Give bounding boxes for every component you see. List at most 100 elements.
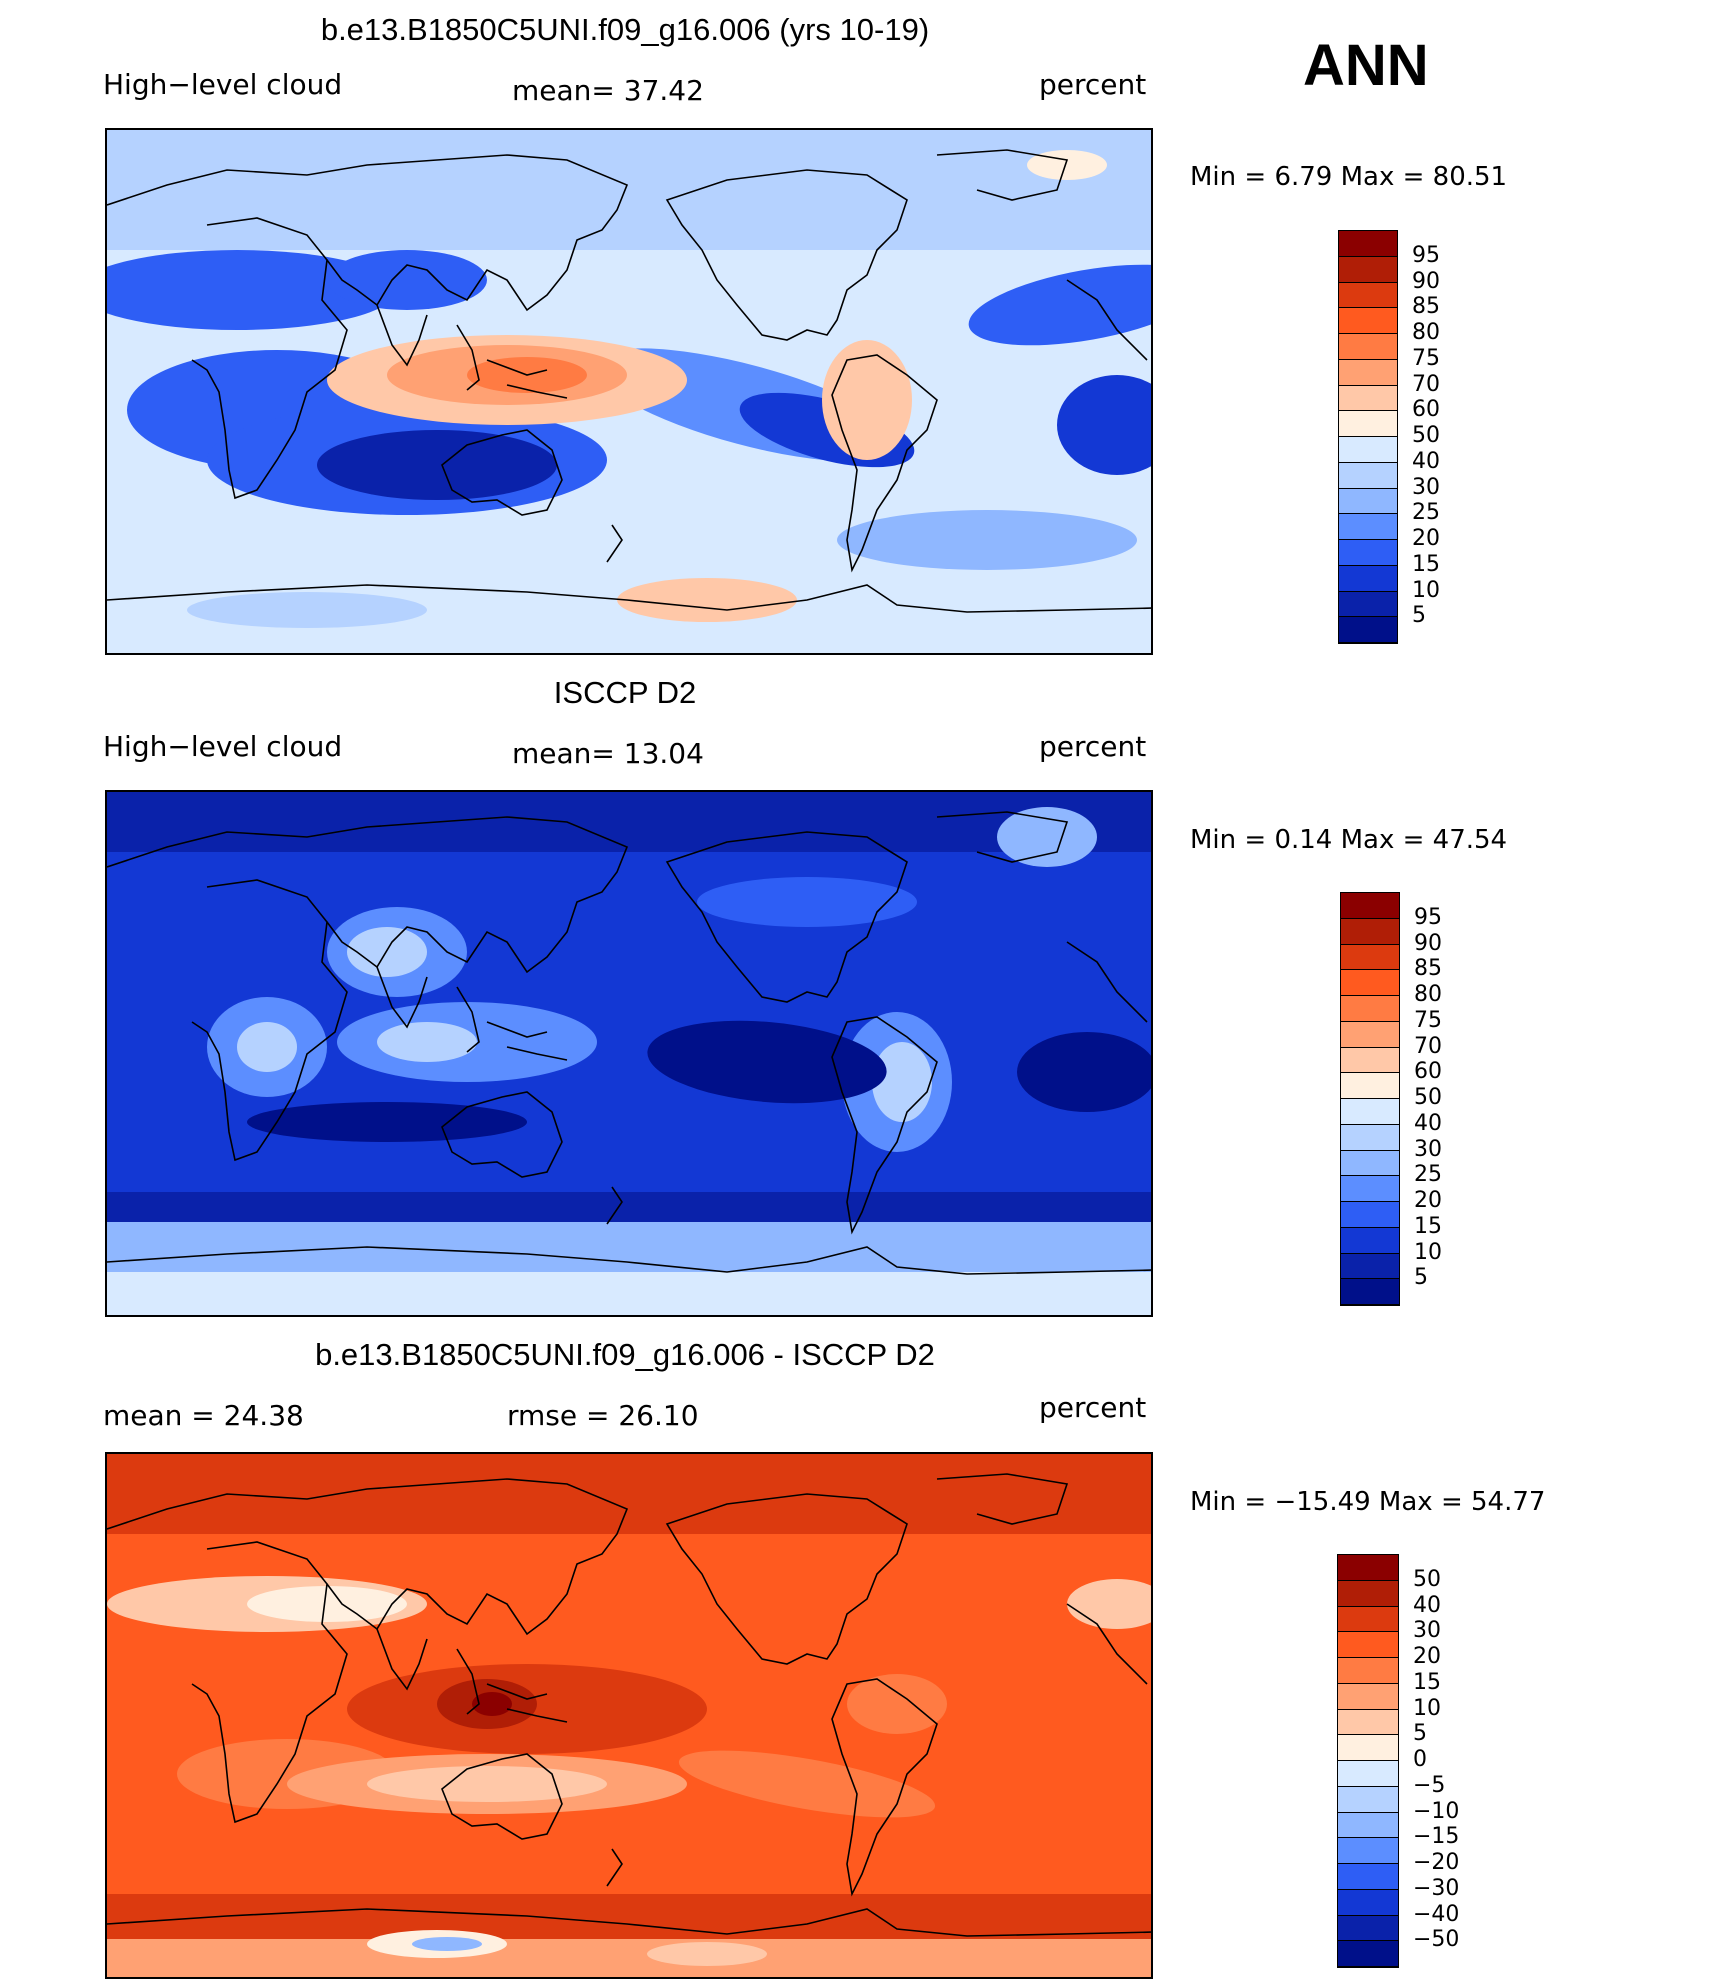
colorbar-segment — [1341, 1253, 1399, 1280]
coastline — [506, 384, 568, 399]
season-label: ANN — [1303, 33, 1429, 98]
colorbar-label: 75 — [1414, 1007, 1442, 1033]
colorbar-segment — [1339, 462, 1397, 489]
colorbar-label: 10 — [1414, 1239, 1442, 1265]
contour-region — [997, 807, 1097, 867]
contour-band — [107, 1454, 1151, 1534]
colorbar-segment — [1341, 1202, 1399, 1228]
colorbar-segment — [1338, 1606, 1398, 1633]
colorbar-label: 15 — [1413, 1669, 1441, 1695]
coastline — [1066, 279, 1148, 361]
colorbar-label: 50 — [1412, 423, 1440, 448]
contour-region — [822, 340, 912, 460]
colorbar-segment — [1341, 1047, 1399, 1074]
contour-region — [412, 1937, 482, 1951]
colorbar-label: 85 — [1414, 956, 1442, 982]
panel-title: b.e13.B1850C5UNI.f09_g16.006 (yrs 10-19) — [320, 12, 930, 47]
colorbar-label: 90 — [1412, 268, 1440, 294]
contour-region — [1057, 375, 1151, 475]
colorbar-label: 20 — [1414, 1188, 1442, 1213]
colorbar-label: 50 — [1413, 1566, 1441, 1592]
colorbar-label: −20 — [1413, 1850, 1460, 1875]
coastline — [506, 1708, 568, 1723]
colorbar-label: 15 — [1412, 551, 1440, 577]
colorbar-segment — [1339, 385, 1397, 412]
coastline — [191, 1541, 348, 1824]
coastline — [831, 1678, 938, 1897]
colorbar-segment — [1339, 282, 1397, 309]
colorbar-label: 95 — [1412, 242, 1440, 268]
panel-title: ISCCP D2 — [553, 675, 697, 710]
colorbar-segment — [1338, 1735, 1398, 1761]
colorbar-label: 15 — [1414, 1213, 1442, 1239]
coastline — [107, 154, 629, 312]
colorbar-segment — [1339, 359, 1397, 386]
coastline — [831, 1016, 938, 1235]
contour-band — [107, 130, 1151, 250]
colorbar-segment — [1341, 996, 1399, 1022]
colorbar-segment — [1341, 1073, 1399, 1099]
contour-region — [377, 1022, 477, 1062]
coastline — [456, 986, 480, 1053]
coastline — [486, 1683, 548, 1700]
colorbar — [1338, 230, 1398, 644]
colorbar-label: 20 — [1412, 526, 1440, 551]
contour-region — [647, 1020, 887, 1104]
colorbar-label: −15 — [1413, 1824, 1460, 1850]
map-svg — [107, 130, 1151, 653]
coastline — [606, 524, 623, 563]
colorbar-label: 80 — [1412, 320, 1440, 345]
colorbar-segment — [1341, 893, 1399, 919]
colorbar — [1340, 892, 1400, 1306]
coastline — [191, 879, 348, 1162]
colorbar-segment — [1338, 1761, 1398, 1787]
colorbar-segment — [1341, 1227, 1399, 1254]
coastline — [665, 169, 908, 341]
colorbar-label: 60 — [1412, 397, 1440, 423]
colorbar-segment — [1339, 256, 1397, 283]
contour-region — [1067, 1579, 1151, 1629]
map-obs — [105, 790, 1153, 1317]
minmax-label: Min = 0.14 Max = 47.54 — [1190, 825, 1508, 855]
colorbar — [1337, 1554, 1399, 1968]
coastline — [506, 1046, 568, 1061]
panel-title: b.e13.B1850C5UNI.f09_g16.006 - ISCCP D2 — [315, 1337, 935, 1372]
colorbar-label: 30 — [1412, 474, 1440, 500]
colorbar-segment — [1341, 1099, 1399, 1125]
contour-region — [1027, 150, 1107, 180]
units-label: percent — [1039, 68, 1147, 101]
colorbar-segment — [1339, 308, 1397, 334]
colorbar-label: −5 — [1413, 1772, 1446, 1798]
colorbar-segment — [1338, 1709, 1398, 1736]
coastline — [441, 429, 563, 516]
coastline — [456, 1648, 480, 1715]
contour-region — [247, 1586, 407, 1622]
mean-label: mean= 13.04 — [512, 737, 704, 770]
colorbar-label: −10 — [1413, 1798, 1460, 1824]
colorbar-label: 5 — [1413, 1721, 1427, 1747]
coastline — [1066, 941, 1148, 1023]
colorbar-segment — [1338, 1941, 1398, 1967]
coastline — [107, 1478, 629, 1636]
colorbar-segment — [1339, 540, 1397, 566]
colorbar-label: −30 — [1413, 1875, 1460, 1901]
colorbar-segment — [1338, 1658, 1398, 1684]
contour-region — [247, 1102, 527, 1142]
colorbar-label: −40 — [1413, 1901, 1460, 1927]
contour-region — [187, 592, 427, 628]
map-model — [105, 128, 1153, 655]
colorbar-segment — [1338, 1889, 1398, 1916]
colorbar-label: 75 — [1412, 345, 1440, 371]
colorbar-segment — [1341, 1124, 1399, 1151]
contour-band — [107, 1192, 1151, 1222]
colorbar-segment — [1339, 488, 1397, 515]
coastline — [936, 149, 1069, 201]
colorbar-label: 25 — [1412, 500, 1440, 526]
contour-region — [1017, 1032, 1151, 1112]
colorbar-label: 30 — [1413, 1618, 1441, 1644]
colorbar-label: 40 — [1412, 448, 1440, 474]
colorbar-segment — [1339, 437, 1397, 463]
colorbar-label: 25 — [1414, 1162, 1442, 1188]
colorbar-segment — [1339, 565, 1397, 592]
colorbar-label: 95 — [1414, 904, 1442, 930]
